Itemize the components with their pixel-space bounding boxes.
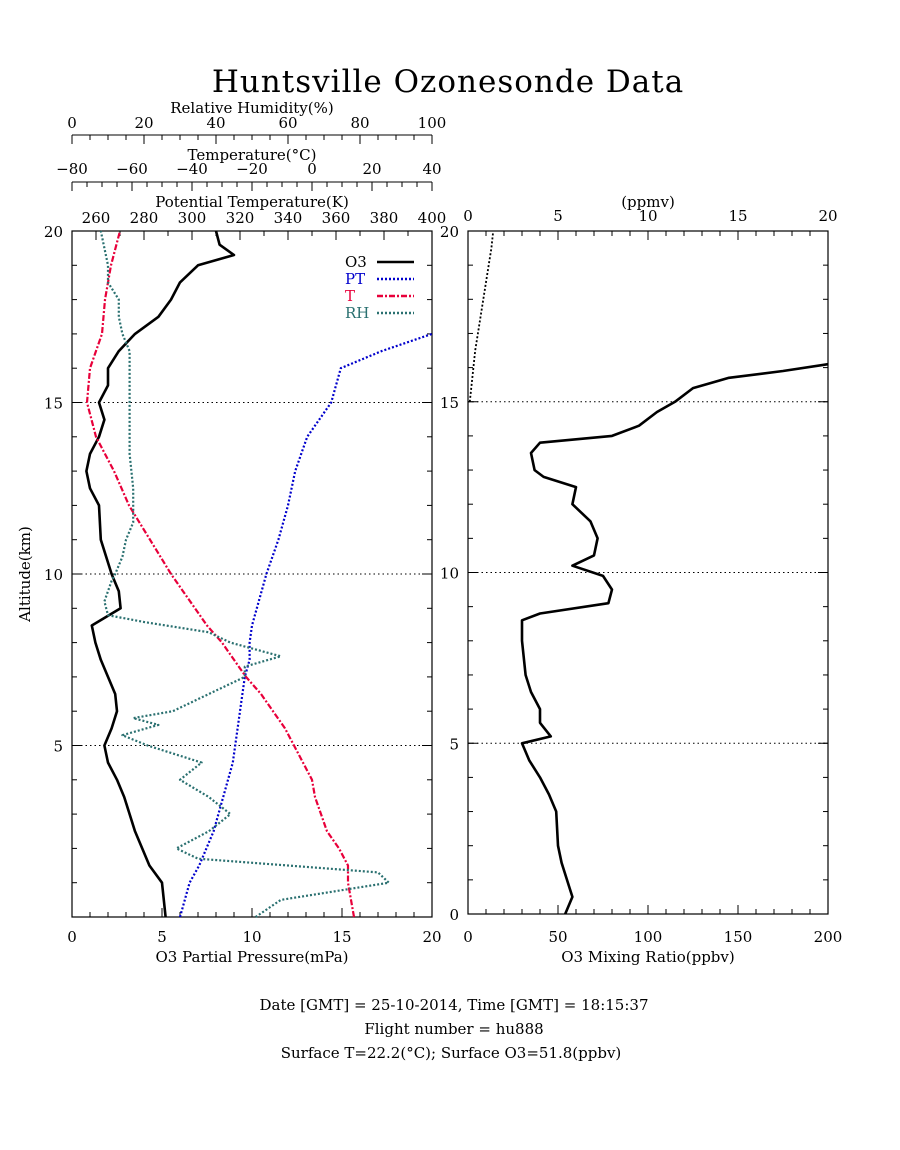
- ppmv-tick-label: 20: [818, 207, 837, 225]
- o3-pressure-tick-label: 20: [422, 928, 441, 946]
- right-panel: (ppmv) 0 50 100 150 200 0 5 10 15 20 0 5 10 15 20 O3…: [440, 193, 842, 966]
- right-gridlines: [468, 401, 828, 744]
- ppbv-axis-ticks: 0 50 100 150 200: [463, 905, 842, 946]
- ppmv-tick-label: 5: [553, 207, 563, 225]
- chart-title: Huntsville Ozonesonde Data: [212, 64, 684, 100]
- footer-date-time: Date [GMT] = 25-10-2014, Time [GMT] = 18…: [259, 996, 648, 1014]
- t-tick-label: −60: [116, 160, 148, 178]
- altitude-axis-label: Altitude(km): [16, 526, 34, 623]
- left-gridlines: [72, 402, 432, 746]
- t-tick-label: 20: [362, 160, 381, 178]
- legend-label-o3: O3: [345, 253, 367, 271]
- temperature-axis-label: Temperature(°C): [188, 146, 317, 164]
- o3-pressure-tick-label: 15: [332, 928, 351, 946]
- ppbv-tick-label: 200: [814, 928, 843, 946]
- left-altitude-tick-label: 15: [44, 395, 63, 413]
- ppmv-axis-label: (ppmv): [621, 193, 675, 211]
- mixing-ratio-axis-label: O3 Mixing Ratio(ppbv): [561, 948, 734, 966]
- potential-temperature-axis: Potential Temperature(K) 260 280 300 320 340…: [71, 193, 447, 240]
- t-tick-label: 0: [307, 160, 317, 178]
- potential-temperature-axis-label: Potential Temperature(K): [155, 193, 349, 211]
- o3-pressure-axis-label: O3 Partial Pressure(mPa): [155, 948, 348, 966]
- rh-tick-label: 40: [206, 114, 225, 132]
- ppmv-tick-label: 15: [728, 207, 747, 225]
- series-t-line: [85, 230, 356, 918]
- rh-tick-label: 20: [134, 114, 153, 132]
- o3-pressure-tick-label: 10: [242, 928, 261, 946]
- mixing-ratio-ppmv-line: [468, 230, 495, 402]
- right-altitude-tick-label: 10: [440, 565, 459, 583]
- pt-tick-label: 340: [274, 209, 303, 227]
- footer: Date [GMT] = 25-10-2014, Time [GMT] = 18…: [259, 996, 648, 1062]
- right-altitude-tick-label: 20: [440, 223, 459, 241]
- left-panel: Relative Humidity(%) 0 20 40 60 80 100 Temper…: [16, 99, 446, 966]
- legend-label-t: T: [345, 287, 355, 305]
- pt-tick-label: 280: [130, 209, 159, 227]
- left-altitude-tick-label: 10: [44, 566, 63, 584]
- ppbv-tick-label: 150: [724, 928, 753, 946]
- footer-surface-values: Surface T=22.2(°C); Surface O3=51.8(ppbv…: [281, 1044, 622, 1062]
- right-altitude-tick-label: 5: [449, 735, 459, 753]
- ppmv-tick-label: 10: [638, 207, 657, 225]
- t-tick-label: 40: [422, 160, 441, 178]
- rh-axis: Relative Humidity(%) 0 20 40 60 80 100: [67, 99, 446, 144]
- temperature-axis: Temperature(°C) −80 −60 −40 −20 0 20 40: [56, 146, 442, 191]
- t-tick-label: −20: [236, 160, 268, 178]
- rh-tick-label: 100: [418, 114, 447, 132]
- pt-tick-label: 260: [82, 209, 111, 227]
- ppbv-tick-label: 50: [548, 928, 567, 946]
- left-altitude-tick-label: 20: [44, 223, 63, 241]
- rh-tick-label: 60: [278, 114, 297, 132]
- pt-tick-label: 300: [178, 209, 207, 227]
- pt-tick-label: 400: [418, 209, 447, 227]
- left-series: [85, 230, 433, 918]
- left-altitude-ticks: 5 10 15 20: [44, 223, 432, 884]
- ppbv-tick-label: 100: [634, 928, 663, 946]
- pt-tick-label: 360: [322, 209, 351, 227]
- right-altitude-tick-label: 15: [440, 394, 459, 412]
- pt-tick-label: 320: [226, 209, 255, 227]
- right-altitude-tick-label: 0: [449, 906, 459, 924]
- mixing-ratio-ppbv-line: [520, 362, 829, 915]
- pt-tick-label: 380: [370, 209, 399, 227]
- legend-label-pt: PT: [345, 270, 365, 288]
- left-top-axes: Relative Humidity(%) 0 20 40 60 80 100 Temper…: [56, 99, 446, 240]
- ppbv-tick-label: 0: [463, 928, 473, 946]
- o3-pressure-tick-label: 5: [157, 928, 167, 946]
- ppmv-tick-label: 0: [463, 207, 473, 225]
- ppmv-axis-ticks: 0 5 10 15 20: [463, 207, 838, 240]
- legend-label-rh: RH: [345, 304, 369, 322]
- footer-flight-number: Flight number = hu888: [364, 1020, 543, 1038]
- series-o3-line: [85, 230, 236, 918]
- o3-pressure-tick-label: 0: [67, 928, 77, 946]
- rh-tick-label: 80: [350, 114, 369, 132]
- t-tick-label: −40: [176, 160, 208, 178]
- rh-axis-label: Relative Humidity(%): [170, 99, 333, 117]
- left-altitude-tick-label: 5: [53, 738, 63, 756]
- right-altitude-ticks: 0 5 10 15 20: [440, 223, 828, 924]
- o3-pressure-axis-ticks: 0 5 10 15 20: [67, 908, 442, 946]
- rh-tick-label: 0: [67, 114, 77, 132]
- t-tick-label: −80: [56, 160, 88, 178]
- series-pt-line: [178, 332, 433, 918]
- right-series: [468, 230, 829, 915]
